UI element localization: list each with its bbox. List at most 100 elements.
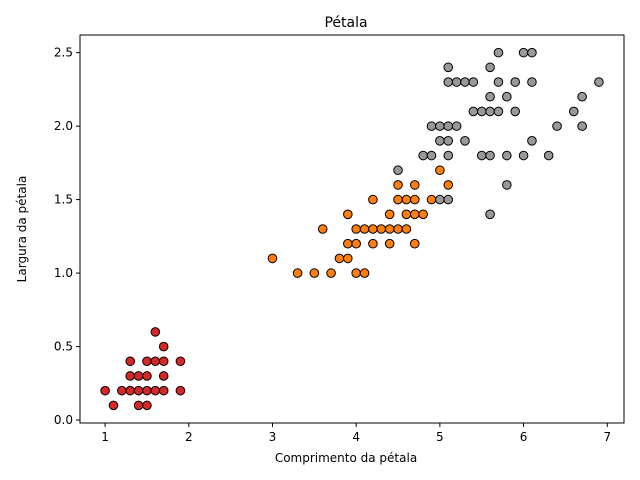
data-point-series-2 [368, 238, 378, 249]
data-point-series-3 [527, 77, 537, 87]
data-point-series-3 [393, 165, 403, 176]
data-point-series-3 [443, 194, 454, 205]
data-point-series-2 [443, 180, 454, 190]
y-tick-label: 2.0 [54, 119, 73, 133]
data-point-series-1 [150, 356, 161, 367]
y-tick-label: 1.5 [54, 193, 73, 207]
data-points [100, 47, 604, 411]
data-point-series-3 [518, 47, 529, 58]
data-point-series-1 [125, 356, 136, 367]
data-point-series-3 [435, 194, 445, 205]
x-axis: 1 2 3 4 5 6 7 [101, 423, 611, 444]
data-point-series-2 [426, 194, 437, 205]
data-point-series-3 [476, 150, 487, 161]
data-point-series-2 [359, 224, 370, 234]
x-axis-label: Comprimento da pétala [275, 451, 417, 465]
x-tick-label: 2 [185, 430, 193, 444]
data-point-series-2 [267, 253, 278, 264]
data-point-series-2 [401, 194, 412, 205]
y-tick-label: 1.0 [54, 266, 73, 280]
data-point-series-1 [158, 371, 169, 381]
data-point-series-2 [351, 238, 361, 249]
data-point-series-3 [552, 121, 562, 131]
data-point-series-3 [485, 209, 495, 220]
data-point-series-2 [384, 209, 395, 220]
data-point-series-1 [108, 400, 119, 411]
data-point-series-3 [568, 106, 579, 117]
data-point-series-3 [502, 150, 512, 161]
data-point-series-2 [384, 238, 395, 249]
data-point-series-3 [577, 121, 587, 131]
data-point-series-3 [443, 77, 454, 87]
data-point-series-2 [401, 209, 412, 220]
data-point-series-3 [476, 106, 487, 117]
data-point-series-1 [142, 356, 152, 367]
data-point-series-1 [100, 385, 110, 396]
x-tick-label: 3 [269, 430, 277, 444]
data-point-series-3 [493, 77, 504, 87]
data-point-series-1 [142, 371, 152, 381]
data-point-series-1 [133, 400, 144, 411]
data-point-series-2 [343, 253, 353, 264]
data-point-series-1 [117, 385, 127, 396]
x-tick-label: 7 [603, 430, 611, 444]
data-point-series-3 [435, 121, 445, 131]
data-point-series-3 [443, 136, 454, 146]
data-point-series-2 [393, 180, 403, 190]
data-point-series-3 [527, 47, 537, 58]
y-axis: 0.0 0.5 1.0 1.5 2.0 2.5 [54, 46, 80, 427]
data-point-series-2 [351, 224, 361, 234]
data-point-series-3 [418, 150, 428, 161]
data-point-series-3 [485, 91, 495, 102]
data-point-series-1 [175, 385, 186, 396]
data-point-series-3 [510, 77, 521, 87]
data-point-series-2 [368, 224, 378, 234]
y-tick-label: 0.5 [54, 340, 73, 354]
data-point-series-2 [409, 209, 420, 220]
x-tick-label: 5 [436, 430, 444, 444]
data-point-series-2 [384, 224, 395, 234]
data-point-series-3 [468, 77, 479, 87]
data-point-series-3 [485, 62, 495, 73]
data-point-series-1 [158, 356, 169, 367]
data-point-series-3 [493, 47, 504, 58]
data-point-series-2 [435, 165, 445, 176]
data-point-series-3 [510, 106, 521, 117]
data-point-series-2 [418, 209, 428, 220]
data-point-series-3 [451, 121, 462, 131]
data-point-series-1 [125, 385, 136, 396]
data-point-series-3 [426, 121, 437, 131]
y-tick-label: 2.5 [54, 46, 73, 60]
data-point-series-3 [435, 136, 445, 146]
data-point-series-1 [142, 385, 152, 396]
data-point-series-3 [518, 150, 529, 161]
data-point-series-3 [451, 77, 462, 87]
data-point-series-2 [309, 268, 320, 278]
data-point-series-1 [142, 400, 152, 411]
data-point-series-3 [443, 121, 454, 131]
data-point-series-1 [150, 327, 161, 337]
data-point-series-3 [543, 150, 554, 161]
x-tick-label: 4 [352, 430, 360, 444]
data-point-series-2 [351, 268, 361, 278]
data-point-series-1 [150, 385, 161, 396]
data-point-series-2 [359, 268, 370, 278]
chart-title: Pétala [324, 15, 367, 31]
data-point-series-3 [493, 106, 504, 117]
data-point-series-3 [527, 136, 537, 146]
data-point-series-2 [326, 268, 336, 278]
data-point-series-1 [175, 356, 186, 367]
data-point-series-2 [409, 194, 420, 205]
data-point-series-2 [409, 180, 420, 190]
x-tick-label: 6 [520, 430, 528, 444]
data-point-series-3 [460, 77, 470, 87]
data-point-series-2 [368, 194, 378, 205]
data-point-series-2 [334, 253, 345, 264]
data-point-series-3 [485, 106, 495, 117]
data-point-series-2 [409, 238, 420, 249]
data-point-series-3 [594, 77, 604, 87]
data-point-series-2 [393, 194, 403, 205]
data-point-series-3 [443, 150, 454, 161]
plot-frame [79, 34, 625, 424]
